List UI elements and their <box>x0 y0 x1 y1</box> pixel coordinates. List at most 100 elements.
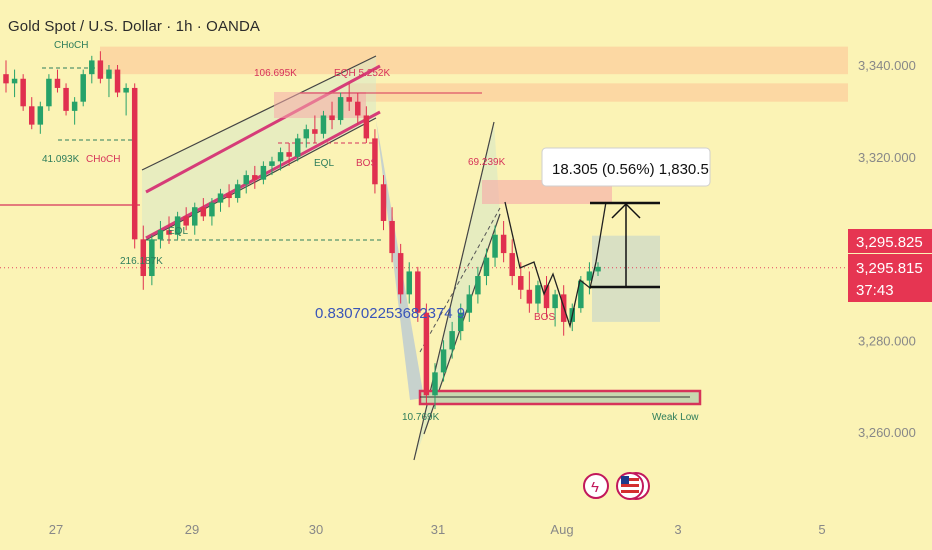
candle-body <box>397 253 404 295</box>
label-volume-upper: 106.695K <box>254 68 297 79</box>
candle-body <box>543 285 550 309</box>
candle-body <box>226 193 232 199</box>
candle-body <box>578 280 584 309</box>
candle-body <box>415 271 421 313</box>
candle-body <box>277 152 284 162</box>
inner-channel-upper <box>145 64 381 194</box>
label-volume-peak: 69.239K <box>468 157 506 168</box>
candle-body <box>286 152 292 157</box>
candle-body <box>192 207 198 226</box>
candle-body <box>389 220 395 254</box>
candle-body <box>432 372 438 396</box>
candle-body <box>71 101 78 111</box>
candle-body <box>183 216 189 226</box>
label-volume-channel-low: 216.187K <box>120 256 163 267</box>
current-price-badge[interactable] <box>848 254 932 302</box>
candle-body <box>11 78 18 84</box>
candle-body <box>457 312 464 332</box>
current-price-text: 3,295.815 <box>856 260 923 277</box>
x-tick-label: Aug <box>550 522 573 537</box>
candle-body <box>294 138 301 157</box>
candle-body <box>243 175 249 185</box>
candle-body <box>217 193 224 203</box>
candle-body <box>440 349 447 373</box>
channel-bottom-line <box>141 117 377 243</box>
rising-wedge <box>414 122 500 460</box>
label-eqh: EQH 5.252K <box>334 68 390 79</box>
candle-body <box>37 106 44 125</box>
candle-body <box>320 115 327 134</box>
projected-zigzag <box>504 201 607 329</box>
candle-body <box>449 331 455 350</box>
label-volume-low: 10.769K <box>402 412 440 423</box>
channel-top-line <box>141 55 377 171</box>
label-weak-low: Weak Low <box>652 412 699 423</box>
channel-supply-box <box>274 92 366 118</box>
candle-body <box>97 60 104 79</box>
last-price-text: 3,295.825 <box>856 234 923 251</box>
candle-body <box>28 106 35 125</box>
countdown-text: 37:43 <box>856 282 894 299</box>
label-bos-upper: BOS <box>356 158 377 169</box>
candle-body <box>346 97 352 102</box>
label-choch-bottom: CHoCH <box>86 154 120 165</box>
us-flag-stripe <box>621 478 639 481</box>
candle-body <box>406 271 412 295</box>
candle-body <box>586 271 593 281</box>
candle-body <box>372 138 378 185</box>
candle-body <box>54 78 61 88</box>
y-tick-label: 3,280.000 <box>858 333 916 348</box>
candles <box>3 51 601 410</box>
candle-body <box>252 175 258 180</box>
y-tick-label: 3,260.000 <box>858 425 916 440</box>
candle-body <box>269 161 275 166</box>
candle-body <box>355 101 361 116</box>
candle-body <box>466 294 473 313</box>
x-tick-label: 3 <box>674 522 681 537</box>
us-flag-canton <box>621 476 629 484</box>
supply-zone-upper <box>100 46 848 75</box>
last-price-badge[interactable] <box>848 229 932 253</box>
candle-body <box>526 289 533 304</box>
candle-body <box>174 216 181 235</box>
candle-body <box>234 184 241 199</box>
candle-body <box>303 129 310 139</box>
measure-tooltip-text: 18.305 (0.56%) 1,830.5 <box>552 161 709 178</box>
candle-body <box>200 207 207 217</box>
y-tick-label: 3,320.000 <box>858 150 916 165</box>
time-axis[interactable]: 27 29 30 31 Aug 3 5 <box>49 522 826 537</box>
measure-tooltip <box>541 147 711 187</box>
y-tick-label: 3,340.000 <box>858 58 916 73</box>
candle-body <box>337 97 344 121</box>
x-tick-label: 31 <box>431 522 445 537</box>
x-tick-label: 30 <box>309 522 323 537</box>
candle-body <box>595 266 601 272</box>
candle-body <box>149 239 155 277</box>
candle-body <box>380 184 387 221</box>
candle-body <box>166 230 172 235</box>
price-axis[interactable]: 3,340.000 3,320.000 3,280.000 3,260.000 <box>858 58 916 440</box>
us-flag-stripe <box>621 484 639 487</box>
candle-body <box>89 60 95 75</box>
candle-body <box>3 74 9 84</box>
candle-body <box>260 165 267 180</box>
candle-body <box>63 87 69 111</box>
candle-body <box>312 129 318 134</box>
candle-body <box>106 69 112 79</box>
label-fib-ratio: 0.830702253682374 9 <box>315 305 465 322</box>
label-choch-top: CHoCH <box>54 40 88 51</box>
candle-body <box>492 234 498 258</box>
label-bos-lower: BOS <box>534 312 555 323</box>
flash-event-icon[interactable] <box>583 473 609 499</box>
candle-body <box>20 78 26 107</box>
us-flag-stripe <box>621 490 639 493</box>
candle-body <box>552 294 558 309</box>
symbol-title: Gold Spot / U.S. Dollar · 1h · OANDA <box>8 18 261 35</box>
flash-event-glyph: ϟ <box>591 479 599 496</box>
candle-body <box>131 87 138 240</box>
candle-body <box>518 276 524 290</box>
candle-body <box>114 69 121 93</box>
wedge-line-left <box>413 121 495 461</box>
